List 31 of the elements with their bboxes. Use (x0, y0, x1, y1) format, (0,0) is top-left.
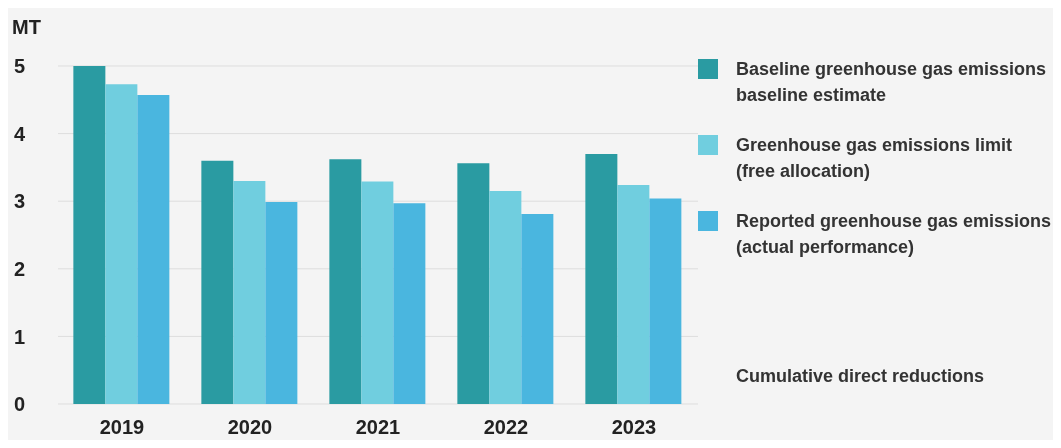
y-tick-label: 0 (14, 393, 26, 416)
bar (73, 66, 106, 404)
bar (233, 180, 266, 404)
y-tick-label: 4 (14, 122, 26, 145)
text: Cumulative direct reductions (736, 366, 985, 387)
bar (649, 198, 682, 404)
x-tick-label: 2020 (227, 416, 273, 439)
y-tick-label: 1 (14, 325, 26, 348)
x-tick-label: 2021 (355, 416, 401, 439)
legend-label: Reported greenhouse gas emissions (actual performance) (736, 210, 1053, 259)
y-tick-label: 5 (14, 55, 26, 78)
bar (137, 95, 170, 404)
bar (617, 184, 650, 404)
x-tick-label: 2019 (99, 416, 145, 439)
legend-label: Baseline greenhouse gas emissions baseline estimate (736, 58, 1048, 107)
bar (105, 84, 138, 404)
bar (521, 214, 554, 404)
x-tick-label: 2023 (611, 416, 657, 439)
legend-label: Greenhouse gas emissions limit (free allocation) (736, 134, 1014, 183)
y-axis-title: MT (12, 16, 41, 39)
x-tick-label: 2022 (483, 416, 529, 439)
bar (585, 153, 618, 404)
y-tick-label: 2 (14, 257, 26, 280)
bar (457, 163, 490, 404)
bar (489, 191, 522, 404)
bar (265, 201, 298, 404)
y-tick-label: 3 (14, 190, 26, 213)
bar (361, 181, 394, 404)
bar (329, 159, 362, 404)
bar (393, 203, 426, 404)
bar (201, 160, 234, 404)
